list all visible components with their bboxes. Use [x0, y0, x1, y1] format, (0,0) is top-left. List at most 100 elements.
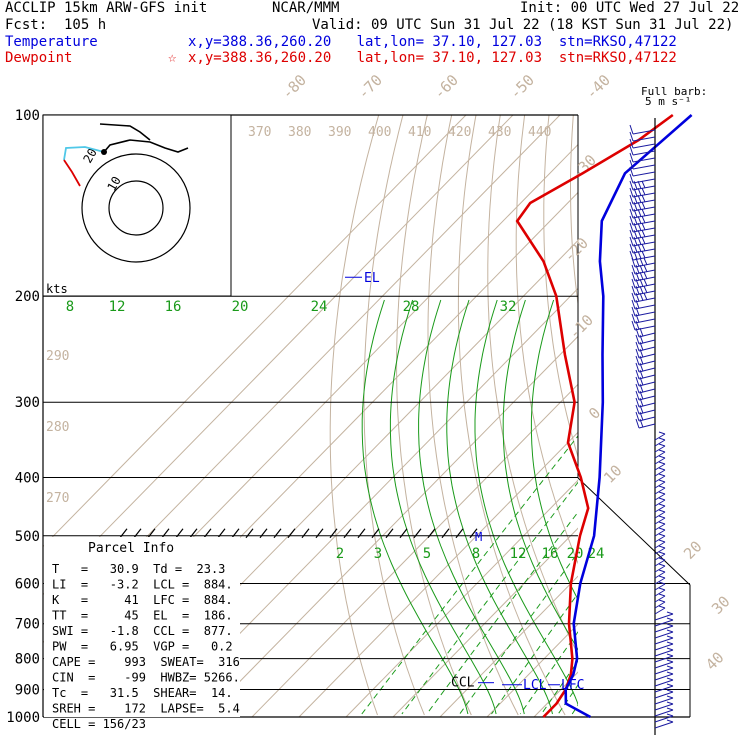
- wind-barb-flag: [639, 376, 644, 386]
- mixing-ratio-label: 20: [567, 546, 584, 562]
- hatch-mark: [287, 528, 296, 539]
- wind-barb-flag: [635, 313, 640, 323]
- wind-barb-flag: [637, 187, 642, 196]
- hodograph-ring: [108, 180, 164, 236]
- mixing-ratio-line: [491, 592, 578, 715]
- wind-barb: [634, 262, 656, 268]
- wind-barb-flag: [635, 292, 640, 302]
- wind-barb-flag: [629, 222, 634, 233]
- isotherm-label: -70: [354, 71, 386, 103]
- temperature-profile: [564, 114, 693, 719]
- pressure-label: 500: [15, 529, 40, 545]
- wind-barb: [634, 297, 656, 303]
- mixing-ratio-label: 24: [311, 299, 328, 315]
- wind-barb-flag: [629, 145, 634, 156]
- hatch-mark: [385, 528, 394, 539]
- valid-time: Valid: 09 UTC Sun 31 Jul 22 (18 KST Sun …: [312, 17, 734, 33]
- wind-barb-flag: [658, 569, 666, 573]
- parcel-info-line: SREH = 172 LAPSE= 5.4: [52, 702, 240, 716]
- wind-barb-flag: [658, 509, 666, 513]
- wind-barb-flag: [658, 593, 666, 597]
- lfc-label: LFC: [561, 678, 584, 693]
- wind-barb-flag: [641, 250, 646, 259]
- wind-barb-flag: [639, 257, 644, 266]
- wind-barb: [654, 547, 666, 555]
- parcel-info-line: SWI = -1.8 CCL = 877.: [52, 624, 233, 638]
- wind-barb-flag: [658, 533, 666, 537]
- hatch-mark: [217, 528, 226, 539]
- hatch-mark: [175, 528, 184, 539]
- isotherm-line: [43, 115, 514, 596]
- mixing-ratio-label: 28: [403, 299, 420, 315]
- wind-barb: [654, 571, 666, 579]
- wind-barb: [638, 423, 656, 429]
- wind-barb-flag: [666, 617, 674, 621]
- wind-barb-flag: [643, 271, 648, 280]
- wind-barb-flag: [643, 285, 648, 294]
- wind-barb-flag: [635, 334, 640, 345]
- wind-barb-flag: [633, 222, 638, 232]
- wind-barb: [632, 171, 656, 177]
- wind-barb-flag: [658, 521, 666, 525]
- hodograph-frame: [42, 114, 232, 297]
- wind-barb: [654, 481, 666, 489]
- hatch-mark: [469, 528, 478, 539]
- wind-barb-flag: [639, 341, 644, 351]
- parcel-info-line: TT = 45 EL = 186.: [52, 609, 233, 623]
- dry-adiabat-line: [570, 115, 578, 308]
- wind-barb: [654, 499, 666, 507]
- mixing-ratio-label: 12: [510, 546, 527, 562]
- wind-barb: [654, 511, 666, 519]
- wind-barb: [654, 637, 674, 645]
- wind-barb-flag: [639, 278, 644, 287]
- wind-barb-flag: [639, 411, 644, 421]
- dry-adiabat-line: [695, 115, 740, 715]
- wind-barb: [654, 619, 674, 627]
- wind-barb-flag: [641, 222, 646, 231]
- pressure-label: 400: [15, 470, 40, 486]
- isotherm-line: [204, 335, 578, 718]
- wind-barb-flag: [631, 278, 636, 289]
- wind-barb: [632, 143, 656, 149]
- wind-barb: [638, 374, 656, 380]
- isotherm-label: -10: [565, 311, 597, 343]
- moist-adiabat-line: [530, 299, 578, 601]
- wind-barb-flag: [641, 243, 646, 252]
- wind-barb-flag: [635, 299, 640, 309]
- mixing-ratio-label: 16: [542, 546, 559, 562]
- wind-barb-flag: [635, 320, 640, 330]
- pressure-label: 200: [15, 289, 40, 305]
- wind-barb: [654, 517, 666, 525]
- wind-barb: [638, 360, 656, 366]
- star-icon: ☆: [168, 50, 177, 66]
- wind-barb: [654, 505, 666, 513]
- wind-barb-flag: [635, 341, 640, 352]
- wind-barb: [654, 487, 666, 495]
- wind-barb-flag: [635, 327, 640, 338]
- wind-barb-flag: [658, 551, 666, 555]
- mixing-ratio-line: [459, 551, 578, 715]
- parcel-info-panel: Parcel Info T = 30.9 Td = 23.3 LI = -3.2 L…: [44, 537, 240, 731]
- wind-barb: [654, 433, 666, 441]
- wind-barb: [632, 178, 656, 184]
- wind-barb-flag: [658, 515, 666, 519]
- wind-barb: [654, 721, 674, 729]
- wind-barb: [654, 529, 666, 537]
- mixing-ratio-label: 8: [66, 299, 74, 315]
- wind-barb-flag: [629, 159, 634, 170]
- wind-barb: [654, 715, 674, 723]
- wind-barb-flag: [666, 677, 674, 681]
- parcel-info-line: CIN = -99 HWBZ= 5266.: [52, 671, 240, 685]
- wind-barb-flag: [631, 257, 636, 268]
- parcel-panel-bg: [44, 537, 240, 717]
- pressure-label: 1000: [6, 710, 40, 726]
- wind-barb: [654, 661, 674, 669]
- wind-barb-flag: [641, 201, 646, 210]
- pressure-axis-labels: 100 200 300 400 500 600 700 800 900 1000: [6, 108, 40, 726]
- mixing-ratio-line: [401, 481, 578, 715]
- mixing-ratio-label: 16: [165, 299, 182, 315]
- wind-barb: [654, 589, 666, 597]
- wind-barb-flag: [666, 701, 674, 705]
- hodograph-trace-jet: [99, 123, 151, 141]
- wind-barb-flag: [639, 383, 644, 393]
